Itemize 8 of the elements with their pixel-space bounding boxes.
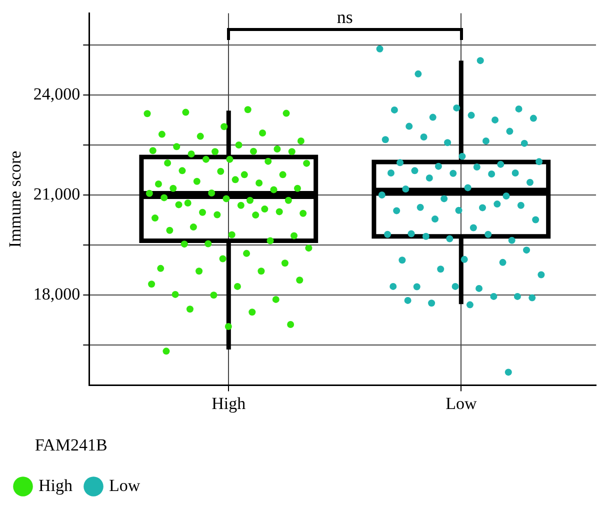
- legend-title: FAM241B: [34, 436, 108, 455]
- y-axis-title: Immune score: [6, 150, 25, 248]
- legend-label: High: [38, 476, 73, 495]
- y-tick-label: 21,000: [33, 184, 80, 204]
- legend-label: Low: [109, 476, 141, 495]
- annotation: ns: [336, 6, 353, 27]
- y-tick-label: 18,000: [33, 284, 80, 304]
- y-tick-label: 24,000: [33, 84, 80, 104]
